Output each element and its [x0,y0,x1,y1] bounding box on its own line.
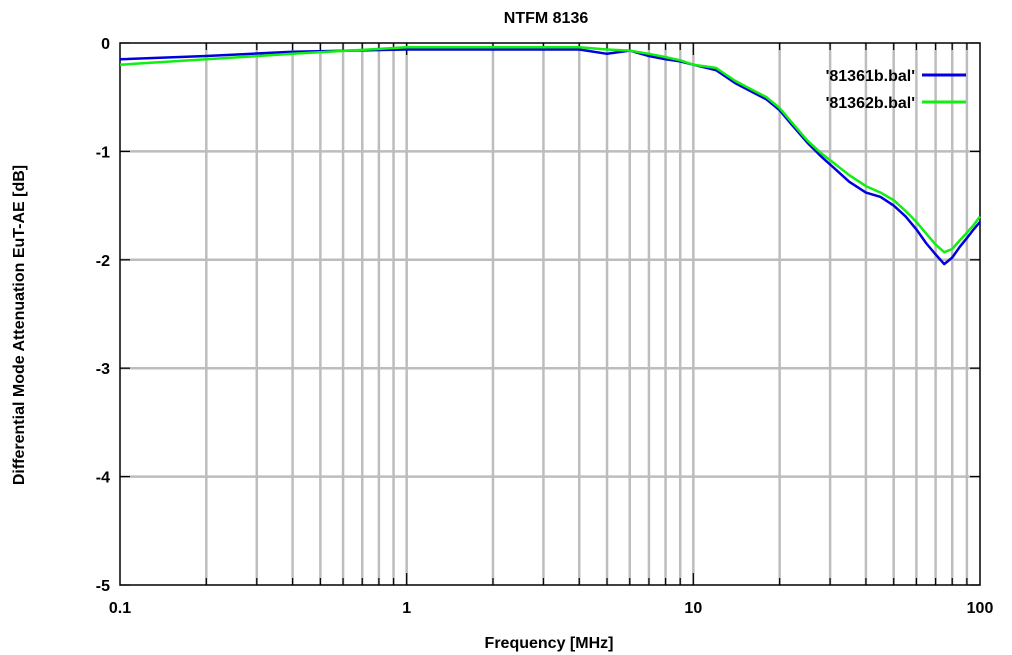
x-axis-title: Frequency [MHz] [485,635,614,652]
series-line-1 [119,48,981,266]
x-tick-label: 1 [402,600,411,617]
series-line-2 [119,46,982,254]
axis-ticks: 0 -1 -2 -3 -4 -5 0.1 1 10 100 [96,36,994,617]
grid [120,43,980,585]
x-tick-label: 100 [967,600,994,617]
legend: '81361b.bal' '81362b.bal' [826,68,966,112]
y-tick-label: -3 [96,361,110,378]
x-tick-label: 0.1 [109,600,131,617]
series-lines [119,46,982,266]
y-tick-label: -2 [96,253,110,270]
legend-label: '81362b.bal' [826,95,915,112]
legend-label: '81361b.bal' [826,68,915,85]
y-axis-title: Differential Mode Attenuation EuT-AE [dB… [11,165,28,485]
chart-title: NTFM 8136 [504,10,589,27]
y-tick-label: -5 [96,578,110,595]
x-tick-label: 10 [684,600,702,617]
y-tick-label: -1 [96,144,110,161]
plot-frame [119,42,981,586]
y-tick-label: -4 [96,470,110,487]
y-tick-label: 0 [101,36,110,53]
